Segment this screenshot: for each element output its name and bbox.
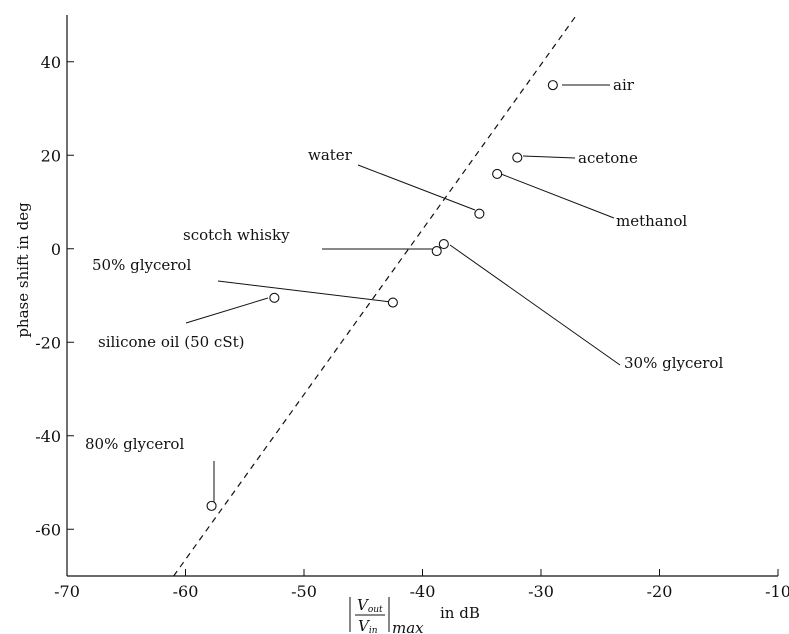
x-title-units: in dB: [440, 604, 480, 622]
y-tick-label: -20: [35, 333, 61, 352]
label-silicone-oil-50-cst: silicone oil (50 cSt): [98, 333, 244, 351]
trend-line-group: [173, 14, 578, 577]
point-air: [547, 80, 558, 91]
x-tick-label: -30: [528, 582, 554, 601]
leader-lines: [185, 84, 621, 502]
label-acetone: acetone: [578, 149, 638, 167]
x-axis-title: Vout Vin max in dB: [349, 596, 480, 634]
point-50-glycerol: [387, 297, 398, 308]
x-tick-label: -20: [647, 582, 673, 601]
y-tick-label: 40: [41, 53, 61, 72]
x-title-numerator: Vout: [357, 596, 383, 615]
label-30-glycerol: 30% glycerol: [624, 354, 723, 372]
leader-silicone-oil-50-cst: [185, 297, 269, 324]
leader-50-glycerol: [217, 280, 392, 303]
x-tick-label: -50: [291, 582, 317, 601]
point-acetone: [512, 152, 523, 163]
label-water: water: [308, 146, 353, 164]
point-80-glycerol: [206, 500, 217, 511]
y-axis-title: phase shift in deg: [14, 202, 32, 338]
trend-line: [173, 14, 578, 577]
x-tick-label: -60: [173, 582, 199, 601]
label-methanol: methanol: [616, 212, 687, 230]
leader-30-glycerol: [449, 244, 621, 366]
leader-methanol: [500, 173, 615, 219]
x-tick-label: -70: [54, 582, 80, 601]
x-tick-label: -40: [410, 582, 436, 601]
label-50-glycerol: 50% glycerol: [92, 256, 191, 274]
label-scotch-whisky: scotch whisky: [183, 226, 290, 244]
x-title-subscript: max: [392, 619, 424, 634]
y-tick-label: 20: [41, 146, 61, 165]
y-tick-label: -40: [35, 427, 61, 446]
point-methanol: [492, 168, 503, 179]
x-title-denominator: Vin: [358, 617, 378, 634]
axes: -70 -60 -50 -40 -30 -20 -10 -60 -40 -20 0 20 40: [35, 15, 789, 601]
point-30-glycerol: [438, 239, 449, 250]
point-labels: air acetone methanol water scotch whisky 30% …: [85, 76, 723, 453]
x-tick-label: -10: [765, 582, 789, 601]
label-80-glycerol: 80% glycerol: [85, 435, 184, 453]
leader-water: [357, 164, 476, 211]
y-tick-label: 0: [51, 240, 61, 259]
y-tick-label: -60: [35, 520, 61, 539]
leader-acetone: [522, 155, 576, 159]
label-air: air: [613, 76, 635, 94]
data-points: [206, 80, 558, 511]
point-silicone-oil-50-cst: [269, 292, 280, 303]
point-scotch-whisky: [431, 246, 442, 257]
point-water: [474, 208, 485, 219]
